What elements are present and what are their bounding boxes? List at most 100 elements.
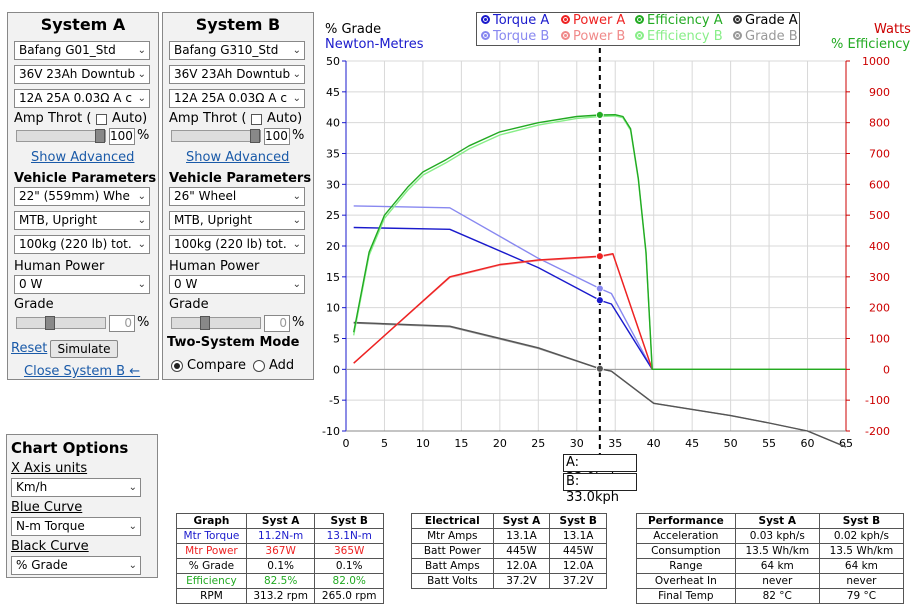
legend-efficiency-b[interactable]: Efficiency B <box>635 29 723 44</box>
slider-thumb[interactable] <box>200 316 210 330</box>
grade-slider-a[interactable] <box>16 316 106 330</box>
type-select-a[interactable]: MTB, Upright ⌄ <box>14 211 150 230</box>
show-advanced-link-a[interactable]: Show Advanced <box>31 150 135 165</box>
legend-dot-icon <box>481 15 490 24</box>
slider-thumb[interactable] <box>95 129 105 143</box>
slider-thumb[interactable] <box>45 316 55 330</box>
battery-select-b[interactable]: 36V 23Ah Downtub ⌄ <box>169 65 305 84</box>
throttle-input-a[interactable]: 100 <box>109 128 135 145</box>
legend-grade-b[interactable]: Grade B <box>733 29 798 44</box>
human-power-select-a[interactable]: 0 W ⌄ <box>14 275 150 294</box>
percent-label: % <box>137 128 150 143</box>
legend-power-b[interactable]: Power B <box>561 29 625 44</box>
grade-input-a[interactable]: 0 <box>109 315 135 332</box>
controller-select-a[interactable]: 12A 25A 0.03Ω A c ⌄ <box>14 89 150 108</box>
chevron-down-icon: ⌄ <box>128 482 137 493</box>
x-axis-units-select[interactable]: Km/h ⌄ <box>11 478 141 497</box>
compare-radio[interactable] <box>171 360 183 372</box>
show-advanced-link-b[interactable]: Show Advanced <box>186 150 290 165</box>
cursor-point-marker <box>595 252 604 261</box>
black-curve-value: % Grade <box>16 558 68 572</box>
table-cell: 13.1A <box>492 528 551 544</box>
legend-power-b-label: Power B <box>573 29 626 44</box>
legend-torque-a-label: Torque A <box>493 13 550 28</box>
legend-power-a[interactable]: Power A <box>561 13 625 28</box>
human-power-select-b[interactable]: 0 W ⌄ <box>169 275 305 294</box>
table-header-cell: Performance <box>636 513 736 529</box>
add-radio[interactable] <box>253 360 265 372</box>
auto-checkbox-a[interactable] <box>96 114 107 125</box>
table-header-row: Performance Syst A Syst B <box>636 513 905 529</box>
y-left-tick-label: 15 <box>326 271 340 284</box>
chart-markers <box>595 12 604 454</box>
battery-select-a[interactable]: 36V 23Ah Downtub ⌄ <box>14 65 150 84</box>
y-left-tick-label: 40 <box>326 117 340 130</box>
table-cell: 12.0A <box>492 558 551 574</box>
table-header-row: Graph Syst A Syst B <box>176 513 384 529</box>
table-row: Final Temp 82 °C 79 °C <box>636 588 905 604</box>
chart-series <box>353 113 847 448</box>
type-select-b[interactable]: MTB, Upright ⌄ <box>169 211 305 230</box>
speed-label-a: A: 33.0kph <box>563 454 637 486</box>
table-cell: Efficiency <box>176 573 247 589</box>
blue-curve-select[interactable]: N-m Torque ⌄ <box>11 517 141 536</box>
system-b-panel: System B Bafang G310_Std ⌄ 36V 23Ah Downt… <box>162 12 314 380</box>
table-row: Batt Amps 12.0A 12.0A <box>411 558 607 574</box>
legend-grade-a-label: Grade A <box>745 13 798 28</box>
y-right-tick-label: -200 <box>865 425 890 438</box>
slider-thumb[interactable] <box>250 129 260 143</box>
throttle-slider-b[interactable] <box>171 129 261 143</box>
chevron-down-icon: ⌄ <box>137 93 146 104</box>
table-cell: RPM <box>176 588 247 604</box>
chevron-down-icon: ⌄ <box>292 93 301 104</box>
legend-grade-a[interactable]: Grade A <box>733 13 798 28</box>
y-right-tick-label: 400 <box>869 240 890 253</box>
performance-chart[interactable]: 0 5 10 15 20 25 30 35 40 45 50 55 60 65 -10 -5 0 5 10 15 20 2… <box>0 0 918 460</box>
chevron-down-icon: ⌄ <box>292 279 301 290</box>
graph-table: Graph Syst A Syst B Mtr Torque 11.2N-m 13.1N-… <box>176 513 384 604</box>
auto-checkbox-b[interactable] <box>251 114 262 125</box>
throttle-input-b[interactable]: 100 <box>264 128 290 145</box>
reset-link[interactable]: Reset <box>11 341 48 356</box>
blue-curve-label: Blue Curve <box>11 500 83 515</box>
mass-select-a[interactable]: 100kg (220 lb) tot. ⌄ <box>14 235 150 254</box>
chevron-down-icon: ⌄ <box>128 560 137 571</box>
table-cell: 82.5% <box>245 573 316 589</box>
close-system-b-link[interactable]: Close System B ← <box>24 364 141 379</box>
motor-select-b[interactable]: Bafang G310_Std ⌄ <box>169 41 305 60</box>
simulate-button[interactable]: Simulate <box>50 340 118 358</box>
chevron-down-icon: ⌄ <box>137 45 146 56</box>
x-tick-label: 10 <box>416 437 430 450</box>
wheel-select-a[interactable]: 22" (559mm) Whe ⌄ <box>14 187 150 206</box>
grade-slider-b[interactable] <box>171 316 261 330</box>
x-tick-label: 0 <box>343 437 350 450</box>
motor-select-b-value: Bafang G310_Std <box>174 43 279 57</box>
grade-input-b[interactable]: 0 <box>264 315 290 332</box>
y-right-tick-label: 300 <box>869 271 890 284</box>
performance-table: Performance Syst A Syst B Acceleration 0.03 … <box>636 513 905 604</box>
chevron-down-icon: ⌄ <box>292 215 301 226</box>
y-right-tick-label: 700 <box>869 148 890 161</box>
controller-select-b[interactable]: 12A 25A 0.03Ω A c ⌄ <box>169 89 305 108</box>
mass-select-b[interactable]: 100kg (220 lb) tot. ⌄ <box>169 235 305 254</box>
legend-efficiency-a[interactable]: Efficiency A <box>635 13 723 28</box>
y-left-tick-label: 35 <box>326 148 340 161</box>
wheel-select-a-value: 22" (559mm) Whe <box>19 189 130 203</box>
table-header-cell: Graph <box>176 513 247 529</box>
human-power-select-b-value: 0 W <box>174 277 198 291</box>
black-curve-select[interactable]: % Grade ⌄ <box>11 556 141 575</box>
mass-select-b-value: 100kg (220 lb) tot. <box>174 237 287 251</box>
table-row: Batt Volts 37.2V 37.2V <box>411 573 607 589</box>
x-axis-units-label: X Axis units <box>11 461 88 476</box>
table-row: RPM 313.2 rpm 265.0 rpm <box>176 588 384 604</box>
legend-grade-b-label: Grade B <box>745 29 798 44</box>
table-cell: Overheat In <box>636 573 736 589</box>
motor-select-a[interactable]: Bafang G01_Std ⌄ <box>14 41 150 60</box>
legend-torque-a[interactable]: Torque A <box>481 13 549 28</box>
cursor-point-marker <box>595 296 604 305</box>
legend-torque-b[interactable]: Torque B <box>481 29 549 44</box>
table-cell: 37.2V <box>492 573 551 589</box>
throttle-slider-a[interactable] <box>16 129 106 143</box>
table-cell: never <box>818 573 905 589</box>
wheel-select-b[interactable]: 26" Wheel ⌄ <box>169 187 305 206</box>
